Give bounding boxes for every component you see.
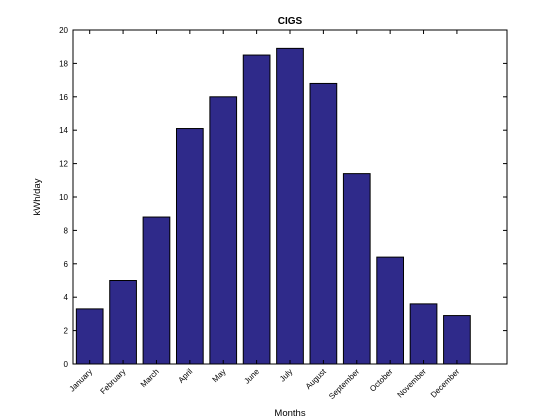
y-tick-label: 18 xyxy=(59,59,68,68)
y-tick-label: 0 xyxy=(64,360,69,369)
chart-title: CIGS xyxy=(278,16,303,27)
y-tick-label: 4 xyxy=(64,293,69,302)
y-tick-label: 12 xyxy=(59,160,68,169)
bar-august xyxy=(309,82,338,365)
x-tick-label: September xyxy=(327,367,361,401)
x-tick-label: February xyxy=(98,367,127,396)
bar-october xyxy=(376,256,405,365)
bar-june xyxy=(242,54,271,365)
x-tick-label: April xyxy=(177,367,195,385)
bar-may xyxy=(209,96,238,365)
x-tick-label: March xyxy=(139,367,161,389)
y-tick-label: 20 xyxy=(59,26,68,35)
y-axis-label: kWh/day xyxy=(32,178,43,215)
y-tick-label: 6 xyxy=(64,260,69,269)
x-tick-label: November xyxy=(395,367,428,400)
bar-february xyxy=(109,280,137,365)
x-tick-label: June xyxy=(242,367,261,386)
bar-december xyxy=(443,315,471,365)
bar-november xyxy=(409,303,438,365)
x-tick-label: August xyxy=(304,367,329,392)
x-tick-label: January xyxy=(68,367,94,393)
y-tick-label: 16 xyxy=(59,93,68,102)
x-tick-label: October xyxy=(368,367,395,394)
bar-march xyxy=(142,216,171,365)
y-tick-label: 8 xyxy=(64,226,69,235)
y-axis: 0 2 4 6 8 10 12 14 16 18 20 xyxy=(59,26,507,369)
bar-july xyxy=(276,47,304,365)
x-tick-label: May xyxy=(211,367,228,384)
y-tick-label: 10 xyxy=(59,193,68,202)
bar-april xyxy=(175,128,204,365)
x-tick-label: July xyxy=(278,367,294,383)
bar-january xyxy=(75,308,104,365)
bars-group xyxy=(75,47,471,365)
y-tick-label: 2 xyxy=(64,327,69,336)
x-tick-label: December xyxy=(429,367,462,400)
bar-september xyxy=(342,173,371,365)
x-axis-label: Months xyxy=(274,408,305,419)
y-tick-label: 14 xyxy=(59,126,68,135)
